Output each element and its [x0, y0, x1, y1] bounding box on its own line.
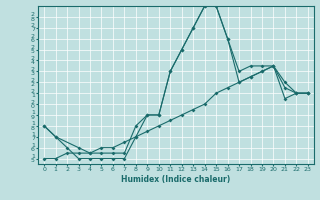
X-axis label: Humidex (Indice chaleur): Humidex (Indice chaleur)	[121, 175, 231, 184]
